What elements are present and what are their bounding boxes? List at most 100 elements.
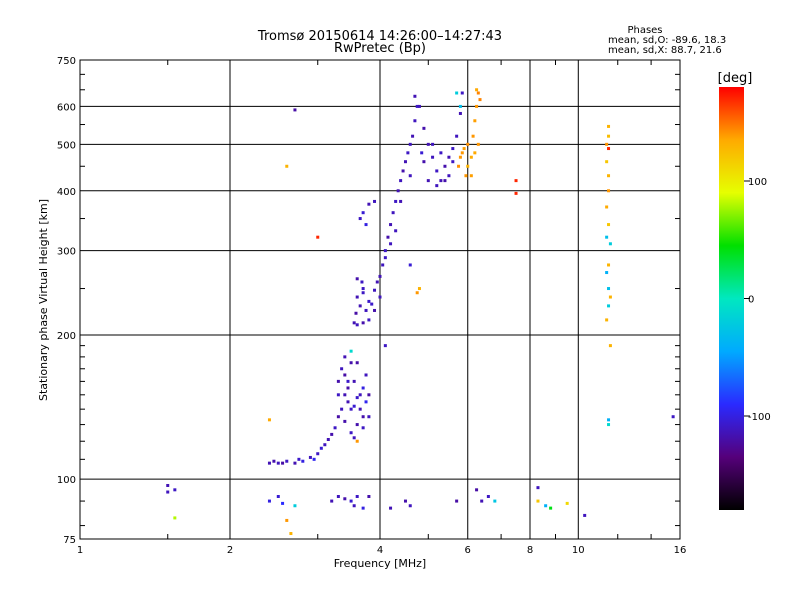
data-point (457, 164, 461, 168)
data-point (358, 393, 362, 397)
data-point (475, 88, 479, 92)
data-point (364, 223, 368, 227)
data-point (297, 457, 301, 461)
data-point (439, 179, 443, 183)
data-point (361, 287, 365, 291)
data-point (173, 516, 177, 520)
data-point (394, 199, 398, 203)
data-point (378, 295, 382, 299)
info-heading: Phases (627, 25, 662, 36)
data-point (607, 418, 611, 422)
data-point (375, 280, 379, 284)
data-point (469, 155, 473, 159)
data-point (480, 499, 484, 503)
data-point (422, 126, 426, 130)
data-point (383, 344, 387, 348)
data-point (308, 455, 312, 459)
data-point (373, 199, 377, 203)
data-point (166, 483, 170, 487)
x-tick-label: 2 (227, 545, 233, 556)
data-point (381, 263, 385, 267)
data-point (605, 160, 609, 164)
data-point (473, 119, 477, 123)
x-tick-label: 4 (377, 545, 383, 556)
x-tick-label: 10 (572, 545, 585, 556)
info-box: Phases mean, sd,O: -89.6, 18.3 mean, sd,… (608, 25, 726, 56)
data-point (478, 98, 482, 102)
data-point (565, 501, 569, 505)
x-tick-label: 1 (77, 545, 83, 556)
data-point (358, 407, 362, 411)
data-point (276, 461, 280, 465)
data-point (343, 393, 347, 397)
data-point (607, 287, 611, 291)
y-axis-label: Stationary phase Virtual Height [km] (37, 199, 50, 401)
data-point (336, 494, 340, 498)
data-point (367, 202, 371, 206)
data-point (343, 355, 347, 359)
data-point (352, 404, 356, 408)
data-point (475, 488, 479, 492)
data-point (401, 169, 405, 173)
data-point (607, 147, 611, 151)
data-point (417, 104, 421, 108)
data-points (166, 88, 675, 536)
data-point (413, 94, 417, 98)
colorbar-label: [deg] (718, 71, 753, 86)
colorbar-ticks: 100 0 -100 (744, 177, 771, 423)
data-point (426, 142, 430, 146)
data-point (367, 494, 371, 498)
data-point (285, 518, 289, 522)
data-point (312, 457, 316, 461)
info-line-o: mean, sd,O: -89.6, 18.3 (608, 35, 726, 46)
data-point (383, 256, 387, 260)
data-point (349, 349, 353, 353)
data-point (378, 274, 382, 278)
x-tick-label: 16 (674, 545, 687, 556)
data-point (605, 318, 609, 322)
data-point (358, 304, 362, 308)
data-point (267, 418, 271, 422)
data-point (319, 446, 323, 450)
data-point (367, 299, 371, 303)
data-point (607, 124, 611, 128)
y-tick-label: 300 (57, 247, 76, 258)
data-point (360, 280, 364, 284)
data-point (408, 504, 412, 508)
data-point (413, 119, 417, 123)
info-line-x: mean, sd,X: 88.7, 21.6 (608, 45, 722, 56)
data-point (466, 164, 470, 168)
colorbar-tick-label: -100 (748, 412, 771, 423)
y-tick-label: 500 (57, 140, 76, 151)
data-point (411, 134, 415, 138)
data-point (403, 499, 407, 503)
data-point (455, 91, 459, 95)
data-point (458, 104, 462, 108)
data-point (447, 155, 451, 159)
data-point (349, 431, 353, 435)
data-point (330, 499, 334, 503)
data-point (462, 147, 466, 151)
data-point (439, 151, 443, 155)
data-point (355, 295, 359, 299)
data-point (607, 223, 611, 227)
data-point (340, 407, 344, 411)
grid (80, 60, 680, 539)
chart-title: Tromsø 20150614 14:26:00–14:27:43 (257, 29, 502, 44)
data-point (361, 506, 365, 510)
data-point (460, 151, 464, 155)
data-point (476, 91, 480, 95)
data-point (272, 459, 276, 463)
data-point (326, 438, 330, 442)
data-point (544, 504, 548, 508)
data-point (364, 373, 368, 377)
y-tick-label: 100 (57, 475, 76, 486)
data-point (426, 179, 430, 183)
data-point (355, 323, 359, 327)
data-point (358, 217, 362, 221)
data-point (422, 160, 426, 164)
data-point (514, 191, 518, 195)
data-point (373, 308, 377, 312)
data-point (361, 426, 365, 430)
y-tick-label: 600 (57, 102, 76, 113)
